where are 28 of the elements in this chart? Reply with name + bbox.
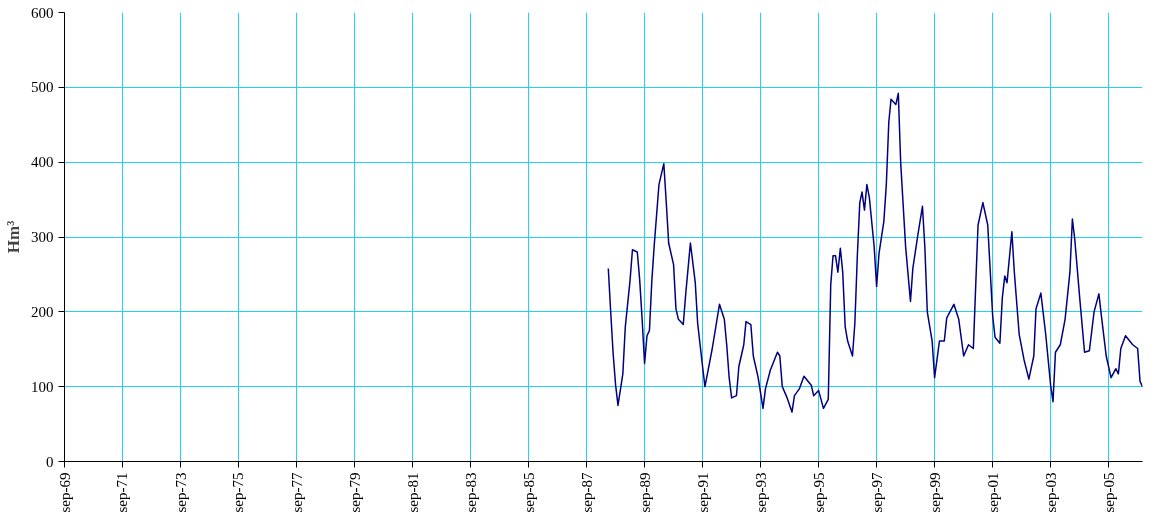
x-tick-label: sep-71: [114, 472, 131, 513]
y-tick-label: 400: [31, 154, 54, 171]
y-tick-label: 300: [31, 229, 54, 245]
y-axis-title: Hm³: [4, 220, 23, 254]
x-tick-label: sep-83: [462, 472, 479, 513]
y-tick-label: 600: [31, 4, 54, 21]
x-tick-label: sep-89: [636, 472, 653, 513]
y-tick-label: 100: [31, 378, 54, 395]
line-series: [607, 92, 1143, 413]
x-tick-label: sep-87: [578, 472, 595, 513]
x-tick-label: sep-01: [984, 472, 1001, 513]
x-tick-label: sep-77: [288, 472, 305, 513]
x-tick-label: sep-81: [404, 472, 421, 513]
y-tick-label: 0: [46, 453, 54, 470]
x-tick-label: sep-79: [346, 472, 363, 513]
x-tick-label: sep-73: [172, 472, 189, 513]
x-tick-label: sep-91: [694, 472, 711, 513]
x-tick-label: sep-03: [1042, 472, 1059, 513]
x-tick-label: sep-93: [752, 472, 769, 513]
x-tick-label: sep-85: [520, 472, 537, 513]
y-tick-label: 500: [31, 79, 54, 96]
x-tick-label: sep-05: [1100, 472, 1117, 513]
x-tick-label: sep-97: [868, 472, 885, 513]
x-tick-label: sep-95: [810, 472, 827, 513]
x-tick-label: sep-75: [230, 472, 247, 513]
x-tick-label: sep-69: [56, 472, 73, 513]
y-tick-label: 200: [31, 303, 54, 320]
x-tick-label: sep-99: [926, 472, 943, 513]
